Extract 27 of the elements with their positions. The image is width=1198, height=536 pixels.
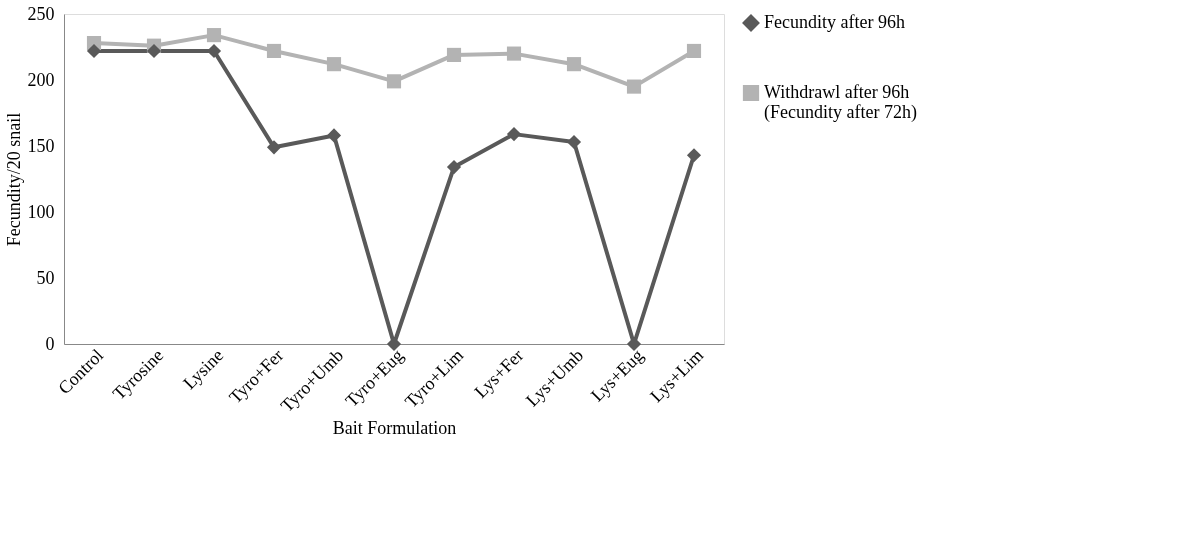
legend-label: Withdrawl after 96h (Fecundity after 72h) [764,82,917,123]
point [686,43,702,59]
legend-label: Fecundity after 96h [764,12,905,32]
point [626,79,642,94]
point [566,57,582,72]
y-tick-label: 150 [27,135,55,156]
y-tick-label: 0 [45,333,55,354]
point [446,160,462,175]
point [326,128,342,143]
y-tick-label: 250 [27,3,55,24]
y-tick-label: 50 [36,267,55,288]
point [686,148,702,163]
y-tick-label: 100 [27,201,55,222]
y-tick-label: 200 [27,69,55,90]
point [446,47,462,62]
point [266,43,282,59]
point [386,74,402,89]
point [506,46,522,61]
point [206,28,222,43]
point [566,134,582,150]
point [326,57,342,72]
point [506,127,522,142]
x-axis-title: Bait Formulation [332,417,457,438]
point [86,43,102,59]
point [266,140,282,155]
y-axis-title: Fecundity/20 snail [3,112,24,247]
point [146,43,162,59]
